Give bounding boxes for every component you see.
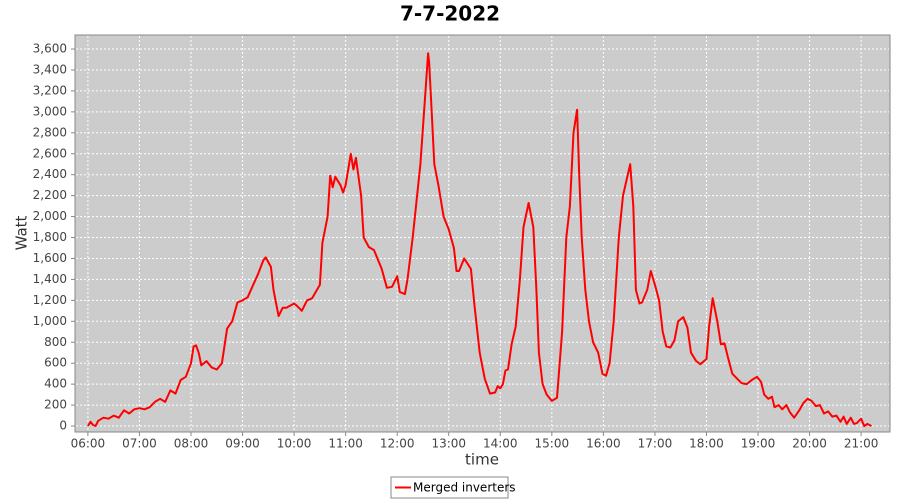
x-tick-label: 06:00 (71, 437, 106, 451)
y-tick-label: 1,400 (33, 272, 67, 286)
y-tick-label: 1,200 (33, 293, 67, 307)
x-axis-label: time (465, 451, 499, 469)
x-tick-label: 20:00 (792, 437, 827, 451)
y-tick-label: 2,000 (33, 209, 67, 223)
x-tick-label: 12:00 (380, 437, 415, 451)
y-axis-label: Watt (13, 215, 31, 250)
y-tick-label: 1,000 (33, 314, 67, 328)
chart-title: 7-7-2022 (400, 2, 500, 26)
y-tick-label: 3,400 (33, 62, 67, 76)
x-tick-label: 07:00 (122, 437, 157, 451)
y-tick-label: 0 (59, 419, 67, 433)
x-tick-label: 14:00 (483, 437, 518, 451)
x-tick-label: 13:00 (431, 437, 466, 451)
legend-label: Merged inverters (413, 481, 516, 495)
y-tick-label: 3,200 (33, 83, 67, 97)
x-tick-label: 16:00 (586, 437, 621, 451)
x-tick-label: 08:00 (174, 437, 209, 451)
x-tick-label: 09:00 (225, 437, 260, 451)
y-tick-label: 2,200 (33, 188, 67, 202)
x-tick-label: 15:00 (535, 437, 570, 451)
x-tick-label: 10:00 (277, 437, 312, 451)
y-tick-label: 600 (44, 356, 67, 370)
y-tick-label: 2,600 (33, 146, 67, 160)
y-tick-label: 3,000 (33, 104, 67, 118)
y-tick-label: 200 (44, 398, 67, 412)
y-tick-label: 2,400 (33, 167, 67, 181)
legend (390, 476, 509, 499)
plot-area (74, 34, 891, 433)
y-tick-label: 1,800 (33, 230, 67, 244)
y-tick-label: 3,600 (33, 42, 67, 56)
x-tick-label: 17:00 (638, 437, 673, 451)
y-tick-label: 400 (44, 377, 67, 391)
y-tick-label: 1,600 (33, 251, 67, 265)
x-tick-label: 21:00 (844, 437, 879, 451)
y-tick-label: 800 (44, 335, 67, 349)
x-tick-label: 18:00 (689, 437, 724, 451)
x-tick-label: 19:00 (741, 437, 776, 451)
line-series (87, 52, 872, 427)
y-tick-label: 2,800 (33, 125, 67, 139)
x-tick-label: 11:00 (328, 437, 363, 451)
